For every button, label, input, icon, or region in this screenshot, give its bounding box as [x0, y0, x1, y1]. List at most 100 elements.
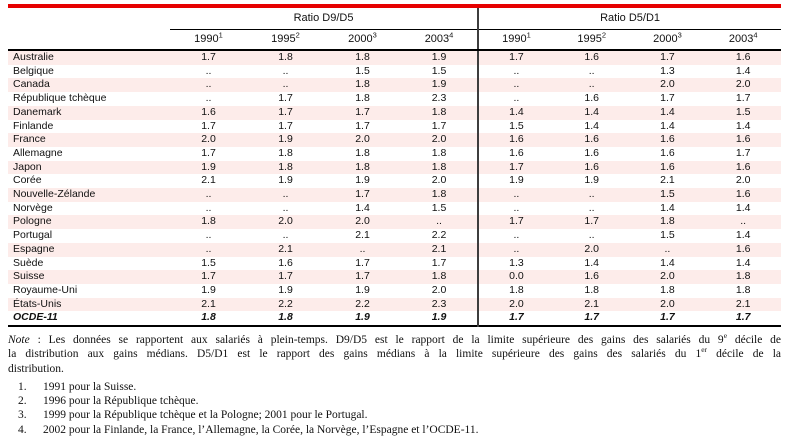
- value-cell: 1.6: [584, 270, 599, 283]
- value-cell: 1.9: [355, 174, 370, 187]
- footnote-1: 1. 1991 pour la Suisse.: [8, 380, 781, 394]
- value-cell: 1.7: [355, 119, 370, 132]
- footnote-list: 1. 1991 pour la Suisse. 2. 1996 pour la …: [8, 380, 781, 437]
- year-header-d5d1-2003: 20034: [705, 29, 782, 51]
- table-row: Espagne.. 2.1.. 2.1.. 2.0.. 1.6: [8, 242, 782, 257]
- value-cell: 2.0: [278, 215, 293, 228]
- value-cell: 2.0: [431, 133, 447, 146]
- value-cell: ..: [282, 64, 289, 77]
- footnote-2: 2. 1996 pour la République tchèque.: [8, 394, 781, 408]
- value-cell: 1.9: [278, 283, 293, 296]
- note-line-1: Note : Les données se rapportent aux sal…: [8, 331, 782, 347]
- table-row: Royaume-Uni 1.9 1.9 1.9 2.0 1.8 1.8 1.8 1.8: [8, 283, 781, 298]
- value-cell: ..: [205, 188, 212, 201]
- value-cell: 1.9: [431, 78, 447, 91]
- value-cell: 1.5: [355, 64, 370, 77]
- value-cell: 2.0: [660, 270, 675, 283]
- value-cell: 1.4: [660, 256, 675, 269]
- table-row: Canada.... 1.8 1.9.... 2.0 2.0: [8, 78, 782, 93]
- value-cell: 1.8: [431, 160, 447, 173]
- group-header-row: Ratio D9/D5 Ratio D5/D1: [8, 6, 782, 30]
- value-cell: 1.7: [355, 270, 370, 283]
- value-cell: ..: [477, 92, 554, 106]
- value-cell: 1.7: [278, 92, 293, 105]
- value-cell: 2.0: [660, 297, 675, 310]
- value-cell: 1.4: [735, 256, 751, 269]
- value-cell: 1.8: [278, 160, 293, 173]
- corner-cell: [8, 6, 170, 29]
- value-cell: 1.6: [584, 92, 599, 105]
- value-cell: 1.6: [660, 133, 675, 146]
- value-cell: 1.8: [477, 283, 554, 298]
- value-cell: 1.4: [735, 229, 751, 242]
- value-cell: ..: [588, 201, 595, 214]
- table-row: Japon 1.9 1.8 1.8 1.8 1.7 1.6 1.6 1.6: [8, 160, 782, 175]
- country-label: Royaume-Uni: [13, 283, 78, 296]
- value-cell: ..: [282, 78, 289, 91]
- value-cell: 1.8: [431, 105, 447, 118]
- value-cell: 1.5: [660, 229, 675, 242]
- group-header-d9d5: Ratio D9/D5: [170, 6, 479, 30]
- value-cell: ..: [205, 201, 212, 214]
- value-cell: 2.1: [735, 297, 751, 310]
- value-cell: 1.6: [477, 133, 554, 147]
- value-cell: 2.1: [201, 174, 216, 187]
- value-cell: 1.7: [278, 105, 293, 118]
- value-cell: 1.7: [201, 270, 216, 283]
- value-cell: 1.4: [735, 64, 751, 77]
- value-cell: 1.7: [431, 256, 447, 269]
- table-row: OCDE-11 1.8 1.8 1.9 1.9 1.7 1.7 1.7 1.7: [8, 311, 781, 327]
- value-cell: 1.7: [735, 92, 751, 105]
- value-cell: 2.3: [431, 297, 447, 310]
- country-label: Belgique: [13, 64, 54, 77]
- footnote-number: 3.: [18, 409, 27, 422]
- value-cell: ..: [477, 188, 554, 202]
- value-cell: 1.7: [735, 146, 751, 159]
- value-cell: 1.5: [431, 201, 447, 214]
- value-cell: 1.5: [201, 256, 216, 269]
- value-cell: 1.7: [660, 51, 675, 63]
- value-cell: 1.8: [431, 146, 447, 159]
- value-cell: 1.6: [477, 146, 554, 161]
- value-cell: 1.7: [278, 270, 293, 283]
- value-cell: 1.6: [584, 160, 599, 173]
- value-cell: 1.3: [660, 64, 675, 77]
- value-cell: 1.6: [278, 256, 293, 269]
- value-cell: 2.0: [660, 78, 675, 91]
- country-label: États-Unis: [13, 297, 62, 310]
- table-row: Pologne 1.8 2.0 2.0.. 1.7 1.7 1.8..: [8, 215, 782, 230]
- value-cell: 1.7: [477, 160, 554, 175]
- note-label: Note: [8, 334, 30, 347]
- value-cell: 1.4: [735, 119, 751, 132]
- value-cell: ..: [664, 242, 671, 255]
- year-header-row: 19901 19952 20003 20034 19901 19952 2000…: [8, 29, 782, 51]
- value-cell: ..: [282, 229, 289, 242]
- value-cell: ..: [205, 92, 212, 105]
- year-header-d9d5-2000: 20003: [324, 29, 401, 51]
- value-cell: 1.7: [660, 311, 675, 324]
- value-cell: 2.0: [735, 174, 751, 187]
- table-body: Australie 1.7 1.8 1.8 1.9 1.7 1.6 1.7 1.6 Belgiqu…: [8, 50, 782, 327]
- value-cell: 1.7: [201, 51, 216, 63]
- value-cell: 1.9: [355, 283, 370, 296]
- footnote-number: 4.: [18, 423, 27, 436]
- value-cell: 2.3: [431, 92, 447, 105]
- year-header-d5d1-2000: 20003: [629, 29, 706, 51]
- note-block: Note : Les données se rapportent aux sal…: [8, 331, 782, 437]
- value-cell: 0.0: [477, 270, 554, 284]
- value-cell: 1.8: [355, 51, 370, 63]
- value-cell: 1.6: [735, 188, 751, 201]
- value-cell: 1.8: [201, 215, 216, 228]
- year-header-d5d1-1990: 19901: [477, 29, 554, 51]
- value-cell: 1.7: [584, 311, 599, 324]
- value-cell: 1.8: [278, 51, 293, 63]
- value-cell: ..: [588, 229, 595, 242]
- value-cell: 1.9: [477, 174, 554, 189]
- value-cell: 1.4: [584, 256, 599, 269]
- year-header-d9d5-1990: 19901: [170, 29, 247, 51]
- country-label: Suisse: [13, 270, 45, 283]
- year-header-d5d1-1995: 19952: [553, 29, 630, 51]
- value-cell: 1.3: [477, 256, 554, 271]
- value-cell: 1.9: [431, 311, 447, 324]
- footnote-text: 1996 pour la République tchèque.: [43, 395, 199, 408]
